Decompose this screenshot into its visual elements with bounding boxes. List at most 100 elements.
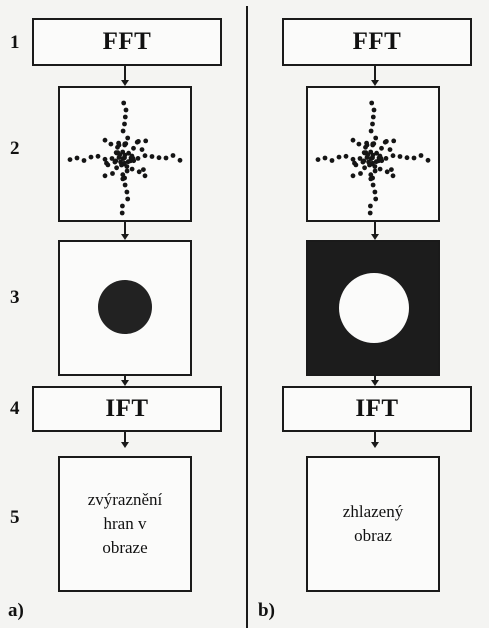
panel-b-result-box: zhlazený obraz (306, 456, 440, 592)
panel-a-spectrum-dot (113, 158, 119, 164)
panel-b-spectrum-dot (336, 154, 342, 160)
panel-b-spectrum-dot (390, 153, 396, 159)
panel-b-spectrum-dot (370, 182, 376, 188)
panel-b-spectrum-dot (350, 156, 356, 162)
panel-b-spectrum-dot (418, 153, 424, 158)
panel-b-spectrum-dot (343, 153, 349, 159)
panel-b-spectrum-dot (329, 158, 335, 163)
panel-b-spectrum-dot (352, 160, 357, 166)
panel-a-spectrum-dot (125, 159, 131, 165)
panel-b-spectrum-dot (322, 155, 328, 161)
panel-a-spectrum-dot (108, 141, 114, 147)
panel-a-spectrum-dot (116, 140, 121, 146)
panel-b-spectrum-dot (368, 128, 374, 134)
panel-a-spectrum-dot (141, 167, 146, 172)
panel-b-spectrum-dot (389, 167, 394, 172)
panel-b-arrow-1 (371, 80, 379, 86)
panel-b-spectrum-dot (387, 147, 393, 152)
panel-a-spectrum-dot (125, 135, 131, 141)
row-number-5: 5 (10, 507, 20, 528)
panel-divider (246, 6, 248, 628)
panel-a-spectrum-dot (88, 154, 94, 160)
panel-b-filter-mask (306, 240, 440, 376)
panel-b-spectrum-dot (367, 210, 373, 216)
panel-b-spectrum-dot (372, 164, 378, 169)
panel-b-spectrum-dot (372, 168, 378, 174)
panel-a-spectrum-dot (142, 173, 148, 179)
panel-b-spectrum-dot (370, 121, 375, 127)
row-number-2: 2 (10, 138, 20, 159)
panel-b-spectrum-dot (364, 140, 369, 146)
panel-b-connector-4 (374, 432, 376, 442)
panel-b-spectrum-dot (404, 155, 410, 161)
panel-b-spectrum-dot (370, 114, 376, 120)
panel-b-spectrum-dot (315, 157, 321, 162)
panel-b-spectrum-dot (372, 189, 378, 195)
panel-a-spectrum-dot (122, 121, 127, 127)
panel-a-spectrum-dot (81, 158, 87, 163)
panel-a-spectrum-dot (124, 164, 130, 169)
panel-a-spectrum-dot (135, 156, 141, 161)
panel-a-spectrum-dot (136, 169, 142, 175)
panel-a-ift-label: IFT (105, 395, 149, 422)
panel-a-spectrum-dot (114, 165, 119, 171)
panel-b-spectrum-dot (350, 137, 356, 143)
panel-b-spectrum-dot (358, 171, 363, 176)
panel-b-spectrum-dot (425, 157, 431, 163)
panel-b-spectrum-dot (373, 196, 379, 202)
panel-b-spectrum-dot (361, 150, 367, 155)
panel-a-spectrum-dot (124, 168, 130, 174)
panel-b-spectrum-dot (371, 107, 377, 113)
panel-a-spectrum-dot (120, 203, 125, 209)
panel-b-spectrum-dot (362, 165, 367, 171)
panel-a-spectrum-dot (170, 153, 176, 158)
panel-b-spectrum-box (306, 86, 440, 222)
panel-b-spectrum-dot (373, 135, 379, 141)
panel-a-spectrum-dot (177, 157, 183, 163)
panel-a-spectrum-dot (122, 182, 128, 188)
panel-a-spectrum-dot (110, 171, 115, 176)
panel-b-arrow-2 (371, 234, 379, 240)
panel-a-spectrum-dot (120, 172, 126, 178)
panel-b-arrow-4 (371, 442, 379, 448)
panel-a-spectrum-dot (119, 162, 124, 168)
panel-a-connector-2 (124, 222, 126, 234)
panel-a-mask-disc (98, 280, 152, 334)
panel-b-spectrum-dot (391, 138, 397, 144)
panel-a-spectrum-dot (95, 153, 101, 159)
panel-a-filter-mask (58, 240, 192, 376)
panel-a-result-line-1: zvýraznění (87, 490, 163, 510)
panel-a-arrow-4 (121, 442, 129, 448)
panel-a-spectrum-dot (163, 155, 169, 161)
row-number-1: 1 (10, 32, 20, 53)
panel-a-spectrum-dot (129, 166, 135, 172)
panel-a-result-line-3: obraze (102, 537, 148, 557)
panel-a-spectrum-dot (125, 196, 131, 202)
panel-b-spectrum-dot (370, 155, 375, 161)
panel-b-spectrum-dot (368, 176, 374, 182)
panel-a-connector-3 (124, 376, 126, 380)
panel-a-spectrum-dot (123, 107, 129, 113)
panel-a-spectrum-dot (74, 155, 80, 161)
panel-a-spectrum-dot (149, 154, 155, 159)
panel-a-spectrum-dot (156, 155, 162, 161)
panel-b-spectrum-dot (367, 162, 372, 168)
panel-a-spectrum-dot (67, 157, 73, 162)
panel-b-result-line-2: obraz (354, 526, 392, 545)
panel-a-result-line-2: hran v (103, 514, 147, 534)
panel-a-spectrum-dot (120, 176, 126, 182)
panel-a-spectrum-dot (104, 160, 109, 166)
row-number-4: 4 (10, 398, 20, 419)
panel-b-connector-3 (374, 376, 376, 380)
panel-b-connector-1 (374, 66, 376, 80)
panel-b-ift-box: IFT (282, 386, 472, 432)
panel-b-spectrum-dot (350, 173, 356, 179)
panel-b-fft-box: FFT (282, 18, 472, 66)
panel-b-spectrum-dot (397, 154, 403, 159)
panel-a-spectrum-dot (126, 150, 131, 156)
panel-a-spectrum-dot (102, 156, 108, 162)
panel-b-ift-label: IFT (355, 395, 399, 422)
panel-a-spectrum-dot (142, 153, 148, 159)
panel-b-connector-2 (374, 222, 376, 234)
panel-a-spectrum-dot (113, 150, 119, 155)
